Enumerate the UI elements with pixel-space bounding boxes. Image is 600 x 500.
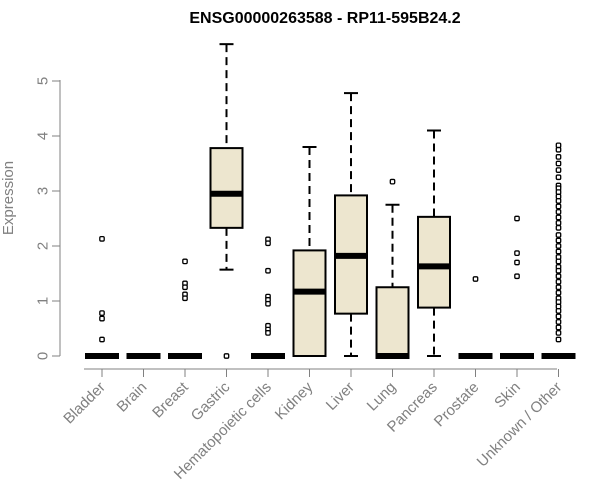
outlier-unknown-other-2 <box>555 154 562 160</box>
outlier-unknown-other-26 <box>555 284 562 291</box>
outlier-skin-2 <box>514 259 520 266</box>
outlier-unknown-other-35 <box>555 330 562 336</box>
outlier-unknown-other-21 <box>555 258 562 265</box>
outlier-gastric-0 <box>223 353 230 359</box>
outlier-unknown-other-25 <box>555 278 562 285</box>
y-tick-label-2: 2 <box>35 242 52 250</box>
outlier-hematopoietic-cells-5 <box>265 300 271 307</box>
outlier-unknown-other-34 <box>555 324 562 331</box>
outlier-unknown-other-36 <box>555 336 562 343</box>
box-rect-lung <box>375 286 410 357</box>
outlier-unknown-other-15 <box>555 224 562 231</box>
outlier-unknown-other-31 <box>555 308 562 314</box>
outlier-breast-2 <box>182 284 188 291</box>
outlier-bladder-2 <box>99 315 105 322</box>
outlier-unknown-other-30 <box>555 303 562 310</box>
x-tick-label-liver: Liver <box>323 379 358 414</box>
outlier-hematopoietic-cells-2 <box>265 267 271 274</box>
outlier-unknown-other-32 <box>555 313 562 320</box>
outlier-skin-3 <box>514 273 520 280</box>
outlier-unknown-other-0 <box>555 142 562 149</box>
outlier-unknown-other-23 <box>555 267 562 274</box>
outlier-hematopoietic-cells-1 <box>265 240 271 247</box>
outlier-unknown-other-18 <box>555 243 562 249</box>
outlier-hematopoietic-cells-8 <box>265 330 271 336</box>
outlier-bladder-3 <box>99 336 105 343</box>
x-tick-label-kidney: Kidney <box>272 378 317 423</box>
x-tick-label-bladder: Bladder <box>60 379 109 428</box>
box-gastric <box>209 43 244 359</box>
outlier-unknown-other-17 <box>555 237 562 244</box>
box-prostate <box>458 276 493 359</box>
outlier-unknown-other-16 <box>555 232 562 238</box>
x-tick-label-breast: Breast <box>149 378 192 421</box>
x-tick-label-lung: Lung <box>364 379 400 415</box>
box-bladder <box>85 235 119 359</box>
outlier-unknown-other-14 <box>555 220 562 226</box>
y-axis-ticks: 0 1 2 3 4 5 <box>35 77 60 360</box>
y-tick-label-0: 0 <box>35 352 52 360</box>
y-tick-label-4: 4 <box>35 132 52 140</box>
boxes-group <box>85 43 576 359</box>
y-tick-label-5: 5 <box>35 77 52 85</box>
outlier-unknown-other-9 <box>555 193 562 200</box>
outlier-unknown-other-33 <box>555 319 562 325</box>
outlier-unknown-other-20 <box>555 254 562 260</box>
outlier-skin-1 <box>514 250 520 256</box>
outlier-unknown-other-8 <box>555 189 562 195</box>
outlier-lung-0 <box>389 178 396 185</box>
outlier-unknown-other-13 <box>555 214 562 221</box>
outlier-bladder-0 <box>99 235 105 242</box>
outlier-unknown-other-1 <box>555 146 562 153</box>
outlier-breast-0 <box>182 258 188 265</box>
y-axis-label: Expression <box>0 161 17 235</box>
outlier-unknown-other-29 <box>555 299 562 305</box>
outlier-bladder-1 <box>99 310 105 316</box>
x-tick-label-skin: Skin <box>491 379 524 412</box>
x-tick-label-prostate: Prostate <box>431 379 483 431</box>
chart-title: ENSG00000263588 - RP11-595B24.2 <box>189 10 460 27</box>
x-tick-label-brain: Brain <box>114 379 151 416</box>
y-tick-label-3: 3 <box>35 187 52 195</box>
y-tick-label-1: 1 <box>35 297 52 305</box>
box-lung <box>375 178 410 359</box>
outlier-unknown-other-4 <box>555 167 562 173</box>
box-pancreas <box>417 129 451 357</box>
box-kidney <box>292 146 327 357</box>
outlier-prostate-0 <box>472 276 479 282</box>
outlier-unknown-other-11 <box>555 203 562 210</box>
box-liver <box>334 92 368 357</box>
outlier-unknown-other-5 <box>555 174 562 181</box>
outlier-skin-0 <box>514 215 520 222</box>
outlier-unknown-other-27 <box>555 289 562 296</box>
box-skin <box>500 215 534 359</box>
box-rect-pancreas <box>417 215 451 309</box>
outlier-unknown-other-3 <box>555 160 562 167</box>
outlier-breast-4 <box>182 295 188 302</box>
outlier-unknown-other-24 <box>555 273 562 280</box>
outlier-unknown-other-10 <box>555 198 562 204</box>
box-hematopoietic-cells <box>251 236 285 359</box>
box-unknown-other <box>541 142 576 359</box>
outlier-unknown-other-19 <box>555 248 562 255</box>
box-rect-gastric <box>209 147 244 229</box>
box-rect-kidney <box>292 249 327 357</box>
outlier-unknown-other-12 <box>555 209 562 215</box>
box-breast <box>168 258 202 359</box>
